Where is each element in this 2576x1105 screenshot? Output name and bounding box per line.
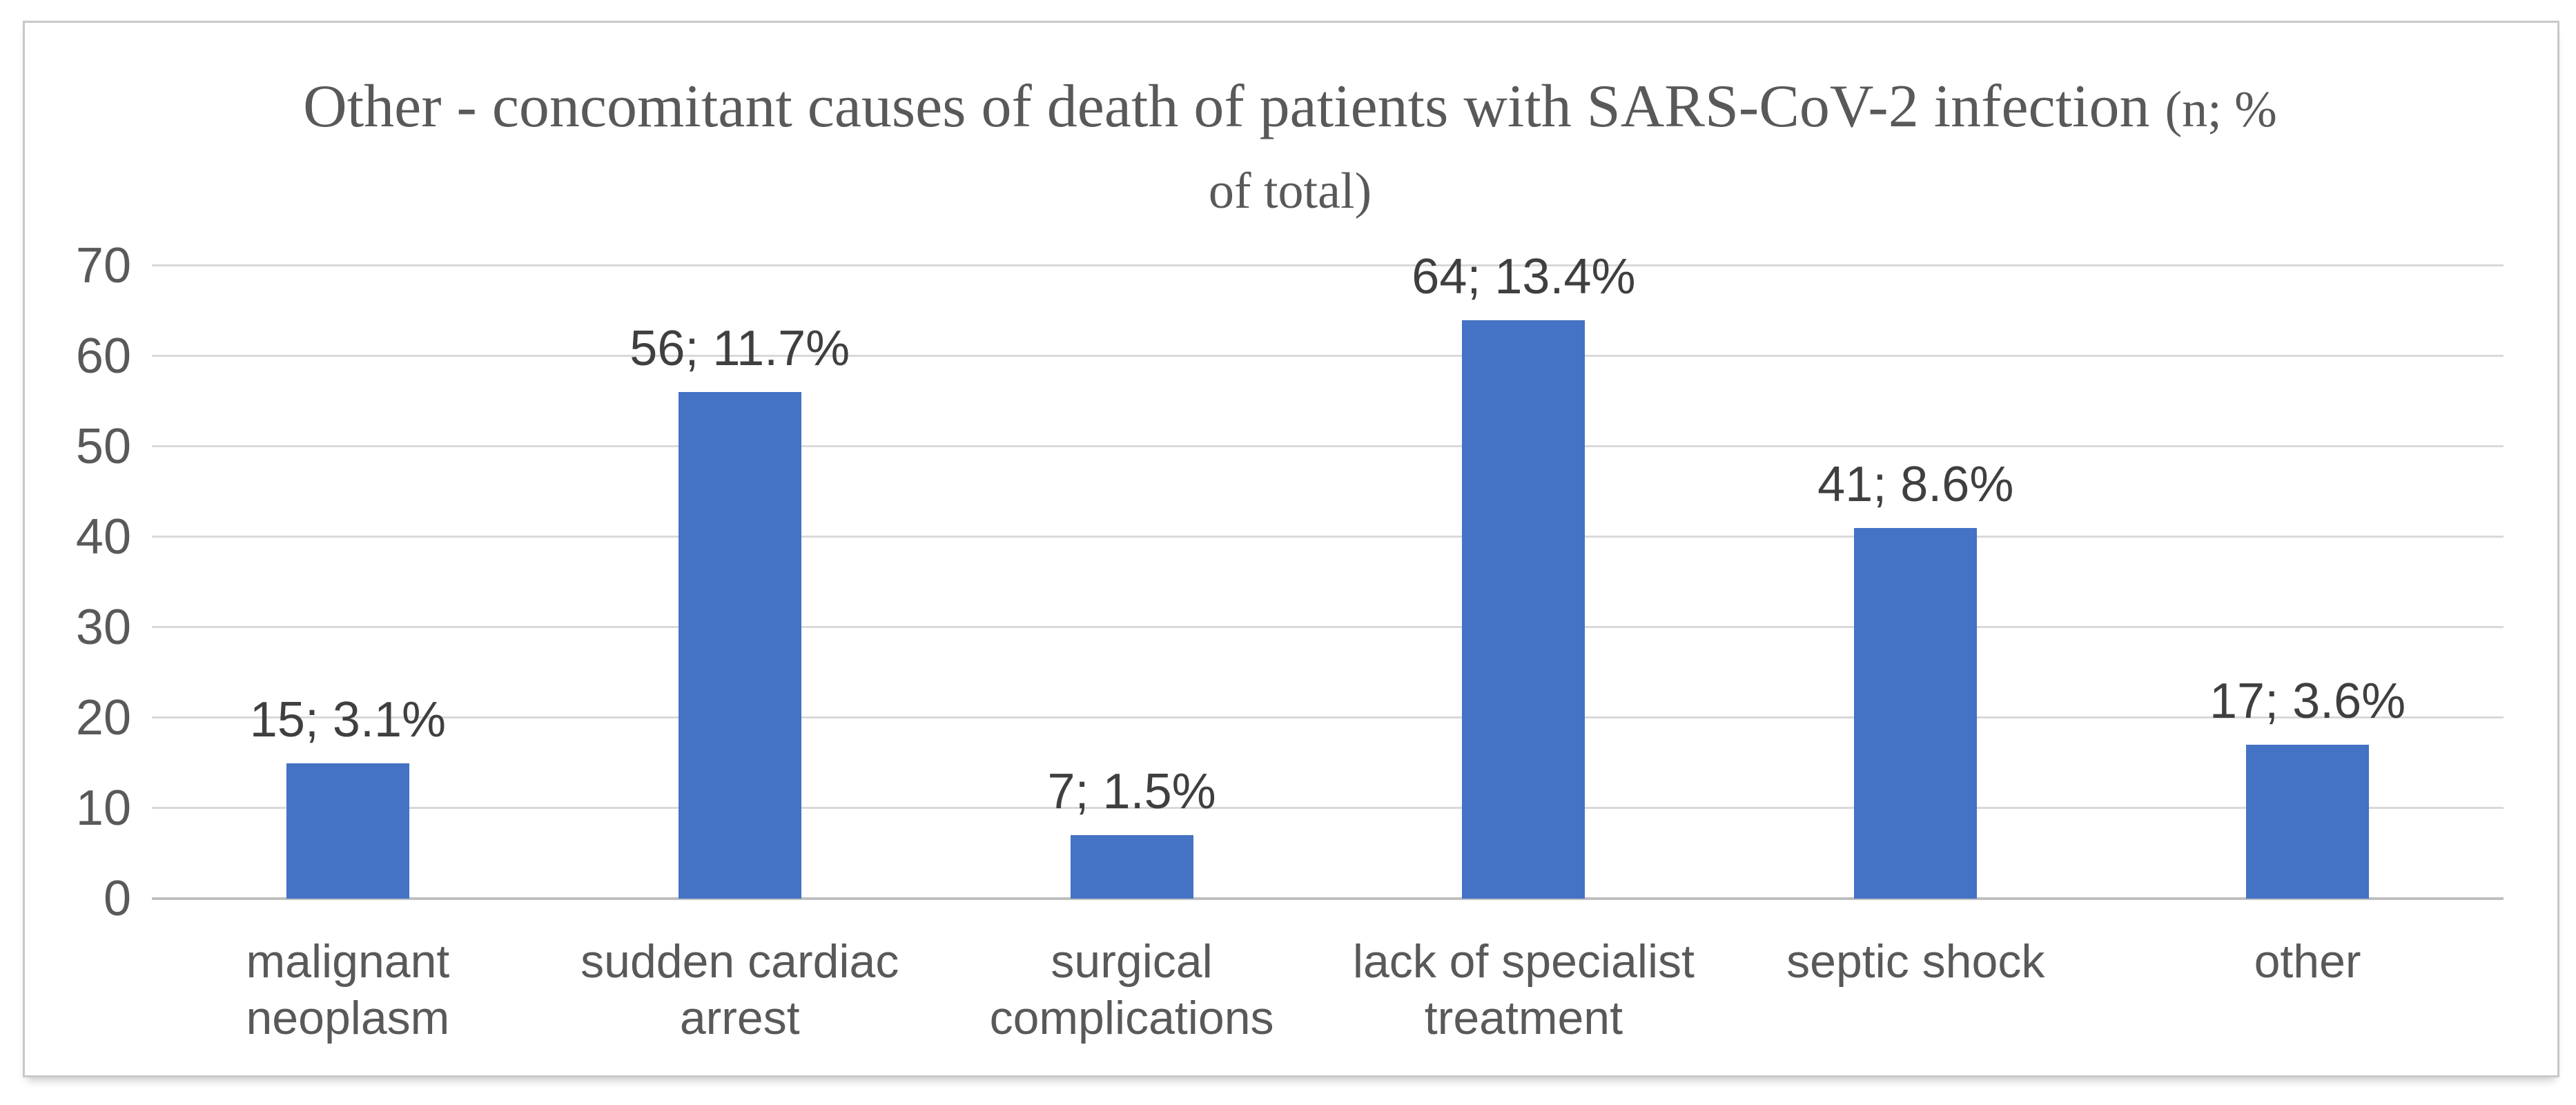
bar-lack-of-specialist-treatment <box>1462 320 1585 899</box>
gridline-10 <box>152 807 2504 809</box>
x-category-label-sudden-cardiac-arrest: sudden cardiac arrest <box>580 935 899 1044</box>
chart-frame <box>23 21 2559 1077</box>
y-axis: 0 10 20 30 40 50 60 70 <box>0 241 131 923</box>
gridline-70 <box>152 264 2504 266</box>
chart-title: Other - concomitant causes of death of p… <box>23 66 2557 229</box>
y-tick-label-10: 10 <box>75 781 131 836</box>
y-tick-label-60: 60 <box>75 329 131 384</box>
gridline-30 <box>152 626 2504 628</box>
bar-value-label-lack-of-specialist-treatment: 64; 13.4% <box>1412 248 1636 304</box>
x-category-label-lack-of-specialist-treatment: lack of specialist treatment <box>1352 935 1695 1044</box>
x-category-label-other: other <box>2254 935 2361 988</box>
gridline-20 <box>152 716 2504 718</box>
y-tick-label-50: 50 <box>75 419 131 474</box>
gridline-50 <box>152 445 2504 447</box>
y-tick-label-0: 0 <box>103 871 131 926</box>
x-axis-line <box>152 897 2504 900</box>
x-axis: malignant neoplasm sudden cardiac arrest s… <box>152 933 2504 1071</box>
bar-value-label-septic-shock: 41; 8.6% <box>1817 456 2014 512</box>
x-category-label-septic-shock: septic shock <box>1786 935 2045 988</box>
gridline-60 <box>152 355 2504 357</box>
bar-value-label-surgical-complications: 7; 1.5% <box>1047 764 1216 820</box>
bar-other <box>2246 745 2370 899</box>
bar-value-label-sudden-cardiac-arrest: 56; 11.7% <box>630 321 850 377</box>
bar-value-label-malignant-neoplasm: 15; 3.1% <box>249 692 447 747</box>
bar-value-label-other: 17; 3.6% <box>2209 674 2406 730</box>
x-category-label-malignant-neoplasm: malignant neoplasm <box>246 935 450 1044</box>
y-tick-label-70: 70 <box>75 238 131 293</box>
chart-title-main: Other - concomitant causes of death of p… <box>303 73 2150 140</box>
y-tick-label-20: 20 <box>75 690 131 745</box>
chart-title-paren-line1: (n; % <box>2165 81 2277 138</box>
y-tick-label-30: 30 <box>75 600 131 655</box>
bar-malignant-neoplasm <box>286 763 409 899</box>
y-tick-label-40: 40 <box>75 509 131 565</box>
plot-area: 15; 3.1% 56; 11.7% 7; 1.5% 64; 13.4% 41; 8.6… <box>152 249 2504 900</box>
bar-sudden-cardiac-arrest <box>678 392 801 899</box>
bar-septic-shock <box>1854 527 1978 899</box>
x-category-label-surgical-complications: surgical complications <box>989 935 1274 1044</box>
gridline-40 <box>152 536 2504 538</box>
bar-surgical-complications <box>1070 835 1193 899</box>
chart-title-paren-line2: of total) <box>1208 162 1372 219</box>
